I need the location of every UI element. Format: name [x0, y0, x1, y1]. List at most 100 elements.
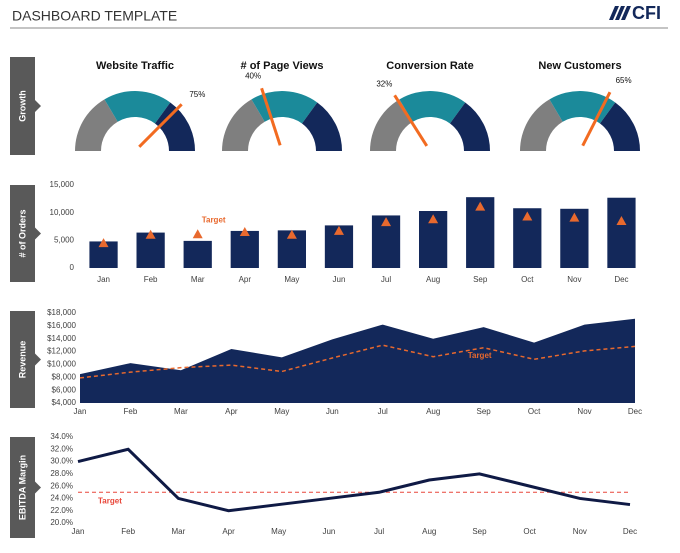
section-label: EBITDA Margin	[17, 455, 27, 520]
y-tick-label: 20.0%	[50, 518, 73, 527]
x-tick-label: Mar	[171, 527, 185, 536]
y-tick-label: 24.0%	[50, 494, 73, 503]
gauge-value-label: 65%	[616, 76, 632, 85]
x-tick-label: Mar	[191, 275, 205, 284]
x-tick-label: Aug	[422, 527, 436, 536]
target-marker	[522, 211, 533, 221]
gauge-title: # of Page Views	[241, 60, 324, 72]
target-marker	[475, 201, 486, 211]
y-tick-label: $14,000	[47, 334, 76, 343]
y-tick-label: $10,000	[47, 360, 76, 369]
x-tick-label: Aug	[426, 275, 440, 284]
gauge-needle	[393, 94, 429, 147]
x-tick-label: Apr	[225, 407, 238, 416]
target-marker	[333, 225, 344, 235]
x-tick-label: Apr	[239, 275, 252, 284]
gauge-value-label: 32%	[376, 80, 392, 89]
section-tab	[10, 437, 41, 538]
target-marker	[616, 215, 627, 225]
x-tick-label: Nov	[577, 407, 591, 416]
x-tick-label: Apr	[222, 527, 235, 536]
gauge-band	[251, 91, 318, 124]
x-tick-label: Aug	[426, 407, 440, 416]
gauge-title: Conversion Rate	[386, 60, 473, 72]
gauge-title: Website Traffic	[96, 60, 174, 72]
target-marker	[569, 212, 580, 222]
y-tick-label: $12,000	[47, 347, 76, 356]
gauge-band	[301, 102, 342, 151]
gauge-value-label: 40%	[245, 72, 261, 81]
x-tick-label: Jan	[74, 407, 87, 416]
y-tick-label: 15,000	[50, 180, 75, 189]
y-tick-label: 0	[70, 263, 75, 272]
x-tick-label: Oct	[523, 527, 536, 536]
ebitda-line	[77, 447, 631, 513]
x-tick-label: Sep	[473, 275, 488, 284]
y-tick-label: $4,000	[52, 398, 77, 407]
page-title: DASHBOARD TEMPLATE	[12, 8, 177, 24]
bar	[230, 230, 259, 268]
x-tick-label: Jan	[72, 527, 85, 536]
y-tick-label: 10,000	[50, 208, 75, 217]
logo-text: CFI	[632, 3, 661, 23]
x-tick-label: Jun	[326, 407, 339, 416]
gauge-band	[520, 99, 563, 151]
y-tick-label: 5,000	[54, 235, 75, 244]
section-label: Growth	[17, 90, 27, 122]
y-tick-label: 26.0%	[50, 481, 73, 490]
y-tick-label: $6,000	[52, 385, 77, 394]
target-marker	[145, 229, 156, 239]
x-tick-label: May	[271, 527, 286, 536]
x-tick-label: Jul	[381, 275, 391, 284]
gauge-band	[370, 99, 413, 151]
target-marker	[239, 227, 250, 237]
x-tick-label: Feb	[144, 275, 158, 284]
section-tab	[10, 311, 41, 408]
y-tick-label: $18,000	[47, 308, 76, 317]
target-annotation: Target	[202, 215, 226, 224]
x-tick-label: Dec	[614, 275, 628, 284]
x-tick-label: Feb	[124, 407, 138, 416]
gauge-band	[399, 91, 466, 124]
x-tick-label: Dec	[628, 407, 642, 416]
section-label: # of Orders	[17, 209, 27, 257]
revenue-area	[80, 318, 635, 403]
y-tick-label: 32.0%	[50, 444, 73, 453]
x-tick-label: Feb	[121, 527, 135, 536]
target-annotation: Target	[468, 351, 492, 360]
x-tick-label: Nov	[567, 275, 581, 284]
gauge-band	[75, 99, 118, 151]
section-tab	[10, 185, 41, 282]
y-tick-label: $16,000	[47, 321, 76, 330]
y-tick-label: $8,000	[52, 372, 77, 381]
target-marker	[192, 229, 203, 239]
gauge-band	[104, 91, 171, 124]
gauge-band	[599, 102, 640, 151]
x-tick-label: May	[284, 275, 299, 284]
gauge-band	[222, 99, 265, 151]
x-tick-label: Nov	[573, 527, 587, 536]
gauge-value-label: 75%	[189, 90, 205, 99]
gauge-needle	[260, 87, 282, 146]
gauge-band	[449, 102, 490, 151]
y-tick-label: 30.0%	[50, 457, 73, 466]
y-tick-label: 34.0%	[50, 432, 73, 441]
x-tick-label: Dec	[623, 527, 637, 536]
x-tick-label: Jul	[374, 527, 384, 536]
section-tab	[10, 57, 41, 155]
x-tick-label: Oct	[528, 407, 541, 416]
gauge-title: New Customers	[538, 60, 621, 72]
x-tick-label: Jan	[97, 275, 110, 284]
x-tick-label: Oct	[521, 275, 534, 284]
bar	[607, 197, 636, 268]
target-marker	[428, 214, 439, 224]
target-marker	[381, 217, 392, 227]
gauge-needle	[138, 103, 183, 148]
x-tick-label: Jun	[333, 275, 346, 284]
bar	[183, 240, 212, 268]
gauge-band	[154, 102, 195, 151]
x-tick-label: Sep	[477, 407, 492, 416]
y-tick-label: 28.0%	[50, 469, 73, 478]
x-tick-label: Mar	[174, 407, 188, 416]
